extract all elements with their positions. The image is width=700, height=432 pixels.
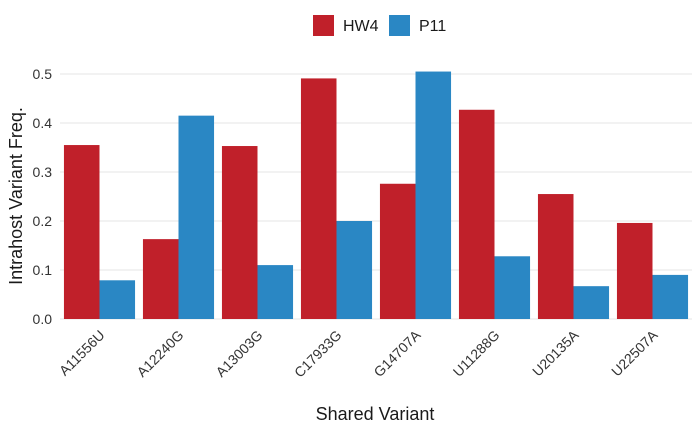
bar-p11-g14707a — [415, 71, 452, 319]
x-tick-label: G14707A — [370, 326, 424, 380]
bar-hw4-u22507a — [616, 222, 653, 319]
bar-group — [63, 71, 689, 320]
bar-hw4-a11556u — [63, 145, 100, 319]
x-tick-label: A11556U — [56, 327, 108, 379]
x-tick-label: A13003G — [212, 327, 265, 380]
y-axis-title: Intrahost Variant Freq. — [6, 107, 26, 285]
bar-hw4-a12240g — [142, 239, 179, 319]
bar-p11-a11556u — [99, 280, 136, 319]
bar-p11-a13003g — [257, 265, 294, 319]
bar-p11-u11288g — [494, 256, 531, 319]
x-axis-title: Shared Variant — [316, 404, 435, 424]
x-tick-label: C17933G — [291, 327, 345, 381]
x-tick-label: U11288G — [450, 327, 503, 380]
bar-p11-u20135a — [573, 286, 610, 319]
x-tick-label: A12240G — [133, 327, 186, 380]
bar-p11-a12240g — [178, 115, 215, 320]
y-tick-label: 0.1 — [33, 262, 53, 278]
bar-p11-u22507a — [652, 274, 689, 319]
bar-hw4-c17933g — [300, 78, 337, 319]
x-tick-label: U20135A — [529, 326, 582, 379]
x-tick-labels: A11556U A12240G A13003G C17933G G14707A U1128… — [56, 326, 661, 380]
bar-p11-c17933g — [336, 221, 373, 319]
bar-hw4-a13003g — [221, 146, 258, 319]
y-tick-labels: 0.0 0.1 0.2 0.3 0.4 0.5 — [33, 66, 53, 327]
legend-label-p11: P11 — [419, 18, 446, 35]
x-tick-label: U22507A — [608, 326, 661, 379]
bar-hw4-u20135a — [537, 194, 574, 319]
legend-swatch-p11 — [389, 15, 410, 36]
y-tick-label: 0.5 — [33, 66, 53, 82]
y-tick-label: 0.3 — [33, 164, 53, 180]
y-tick-label: 0.2 — [33, 213, 53, 229]
y-tick-label: 0.0 — [33, 311, 53, 327]
y-tick-label: 0.4 — [33, 115, 53, 131]
legend-swatch-hw4 — [313, 15, 334, 36]
legend-label-hw4: HW4 — [343, 18, 379, 35]
bar-hw4-g14707a — [379, 183, 416, 319]
bar-hw4-u11288g — [458, 109, 495, 320]
legend: HW4 P11 — [313, 15, 446, 36]
